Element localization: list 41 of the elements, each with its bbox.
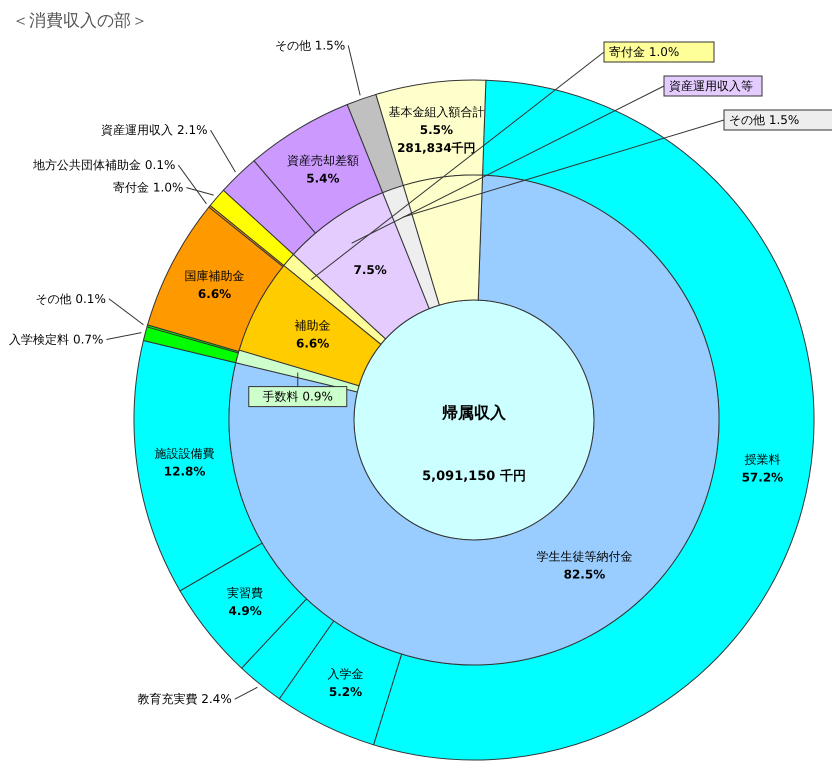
text: 281,834千円 [397, 140, 476, 155]
data-label: 7.5% [354, 262, 387, 277]
slice-label: 施設設備費 [154, 446, 215, 460]
slice-label: 補助金 [294, 318, 331, 333]
slice-label: 基本金組入額合計 [388, 104, 484, 119]
data-label: 5.2% [328, 684, 362, 699]
data-label: 6.6% [296, 336, 330, 351]
data-label: 1.0% [152, 180, 184, 195]
slice-label: 資産運用収入等 [669, 79, 753, 93]
slice-label: その他 1.5% [729, 113, 800, 127]
data-label: 5.5% [420, 122, 454, 137]
data-label: 4.9% [228, 604, 262, 618]
slice-label: 国庫補助金 [184, 268, 245, 283]
data-label: 0.1% [144, 158, 176, 172]
slice-label: 寄付金 [113, 180, 150, 195]
slice-label: 資産売却差額 [286, 154, 359, 168]
slice-label: 実習費 [227, 586, 264, 600]
slice-label: 学生生徒等納付金 [536, 549, 632, 564]
data-label: 12.8% [164, 464, 206, 478]
data-label: 2.1% [177, 123, 208, 138]
data-label: 82.5% [564, 567, 606, 582]
data-label: 1.5% [314, 38, 346, 52]
text: 5,091,150 千円 [422, 468, 526, 484]
data-label: 5.4% [306, 172, 340, 186]
data-label: 0.1% [75, 292, 106, 306]
data-label: 6.6% [198, 286, 232, 301]
data-label: 57.2% [742, 470, 784, 485]
chart-title: ＜消費収入の部＞ [12, 11, 148, 31]
slice-label: 入学検定料 [9, 332, 70, 346]
slice-label: 教育充実費 [137, 692, 198, 706]
slice-label: 寄付金 1.0% [609, 45, 680, 59]
data-label: 0.7% [72, 332, 104, 346]
text: 帰属収入 [441, 403, 507, 422]
data-label: 2.4% [201, 692, 232, 706]
slice-label: その他 [36, 292, 72, 306]
legend-label: 手数料 0.9% [262, 390, 333, 404]
slice-label: 地方公共団体補助金 [33, 158, 142, 172]
slice-label: 資産運用収入 [101, 123, 174, 138]
slice-label: 授業料 [744, 452, 780, 467]
slice-label: その他 [274, 38, 311, 52]
slice-label: 入学金 [328, 666, 364, 681]
